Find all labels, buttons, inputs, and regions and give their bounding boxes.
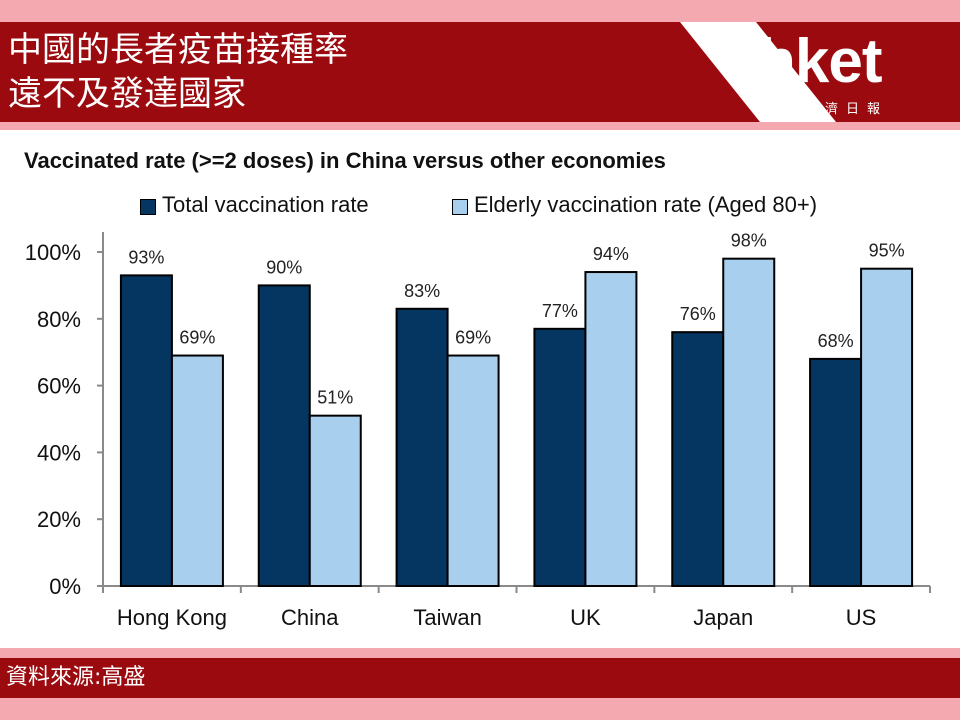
x-tick-label: UK — [570, 605, 601, 630]
data-label-elderly: 95% — [869, 241, 905, 261]
footer-pink-band-top — [0, 648, 960, 658]
data-label-total: 76% — [680, 304, 716, 324]
data-label-elderly: 51% — [317, 388, 353, 408]
x-tick-label: Taiwan — [413, 605, 481, 630]
data-label-elderly: 98% — [731, 231, 767, 251]
bar-chart: 0% 20% 40% 60% 80% 100% 93% 69% Hong Kong 90% 51% C… — [25, 231, 931, 630]
y-tick-label: 80% — [37, 307, 81, 332]
title-block — [0, 22, 760, 122]
top-pink-band — [0, 0, 960, 22]
bar-total — [809, 357, 863, 587]
bar-total — [257, 284, 311, 588]
data-label-total: 83% — [404, 281, 440, 301]
source-note: 資料來源:高盛 — [6, 665, 146, 690]
data-label-elderly: 69% — [455, 328, 491, 348]
legend-swatch-total — [140, 199, 156, 215]
x-tick-label: Hong Kong — [117, 605, 227, 630]
hket-logo-subtext: 香港經濟日報 — [762, 102, 889, 117]
data-label-total: 93% — [128, 247, 164, 267]
x-tick-label: Japan — [693, 605, 753, 630]
headline-line-2: 遠不及發達國家 — [8, 74, 246, 114]
data-label-elderly: 69% — [179, 328, 215, 348]
y-tick-label: 20% — [37, 507, 81, 532]
header-banner: 中國的長者疫苗接種率 遠不及發達國家 hket 香港經濟日報 — [0, 22, 960, 122]
bar-elderly — [446, 354, 500, 588]
data-label-elderly: 94% — [593, 244, 629, 264]
hket-logo: hket — [758, 27, 882, 96]
bar-elderly — [860, 267, 914, 587]
footer-bar: 資料來源:高盛 — [0, 658, 960, 698]
x-tick-label: China — [281, 605, 339, 630]
bar-elderly — [722, 257, 776, 588]
legend-label-total: Total vaccination rate — [162, 192, 369, 217]
data-label-total: 77% — [542, 301, 578, 321]
bar-total — [671, 331, 725, 587]
bar-total — [533, 327, 587, 587]
footer-pink-band-bottom — [0, 698, 960, 720]
y-tick-label: 40% — [37, 440, 81, 465]
data-label-total: 90% — [266, 257, 302, 277]
y-tick-label: 100% — [25, 240, 81, 265]
bar-elderly — [308, 414, 362, 587]
header-divider — [0, 122, 960, 130]
legend-label-elderly: Elderly vaccination rate (Aged 80+) — [474, 192, 818, 217]
bar-total — [119, 274, 173, 587]
y-tick-label: 0% — [49, 574, 81, 599]
y-tick-label: 60% — [37, 374, 81, 399]
legend-swatch-elderly — [452, 199, 468, 215]
bar-total — [395, 307, 449, 587]
bar-elderly — [584, 271, 638, 587]
headline-line-1: 中國的長者疫苗接種率 — [8, 30, 348, 70]
chart-title: Vaccinated rate (>=2 doses) in China ver… — [24, 148, 666, 173]
x-tick-label: US — [846, 605, 877, 630]
data-label-total: 68% — [818, 331, 854, 351]
bar-elderly — [170, 354, 224, 588]
